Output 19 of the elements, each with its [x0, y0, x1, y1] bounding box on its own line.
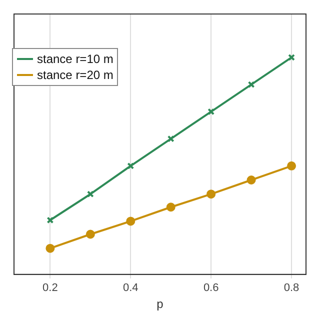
point	[206, 190, 216, 199]
point	[167, 135, 174, 142]
point	[287, 161, 296, 170]
x-axis-title: p	[156, 297, 164, 312]
point	[248, 81, 255, 88]
x-tick-label: 0.6	[203, 282, 219, 294]
point	[86, 230, 95, 239]
point	[46, 244, 55, 253]
legend-label: stance r=10 m	[37, 51, 114, 67]
x-tick-label: 0.4	[122, 282, 138, 294]
x-tick-label: 0.8	[284, 282, 300, 294]
point	[86, 190, 94, 198]
legend-label: stance r=20 m	[37, 67, 114, 83]
point	[166, 202, 176, 212]
point	[246, 176, 256, 185]
point	[127, 162, 134, 170]
x-tick-label: 0.2	[42, 282, 58, 294]
point	[208, 108, 215, 116]
point	[126, 216, 136, 226]
